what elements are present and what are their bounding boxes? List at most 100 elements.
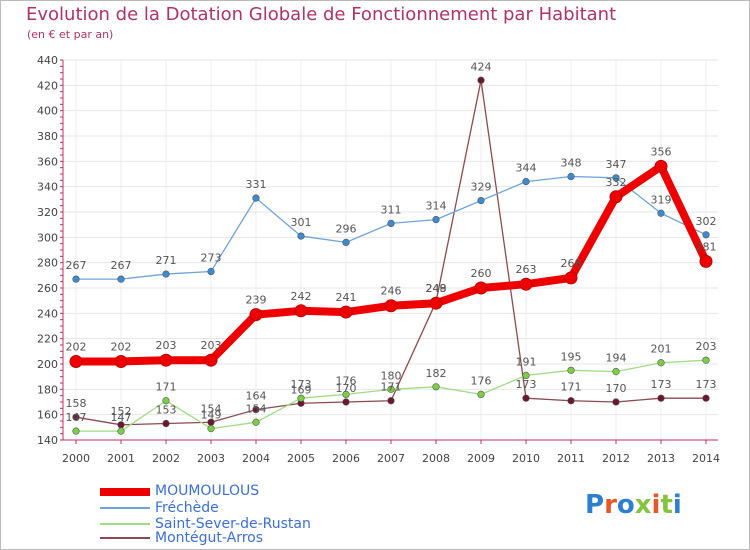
data-point xyxy=(474,281,488,295)
data-label: 329 xyxy=(471,181,492,194)
axes: 140 160 180 200 220 240 260 280 300 320 340 360 380 4… xyxy=(37,54,720,465)
data-label: 154 xyxy=(246,402,267,415)
legend-label-moumoulous: MOUMOULOUS xyxy=(155,483,260,499)
data-point xyxy=(612,174,620,182)
data-label: 173 xyxy=(651,378,672,391)
data-point xyxy=(477,390,485,399)
data-label: 173 xyxy=(291,378,312,391)
data-point xyxy=(162,397,170,405)
y-tick-label: 300 xyxy=(37,231,58,244)
data-point xyxy=(339,305,353,319)
data-point xyxy=(429,296,443,310)
data-point xyxy=(522,371,530,380)
data-label: 171 xyxy=(561,381,582,394)
data-label: 202 xyxy=(111,340,132,353)
legend-label-saint-sever: Saint-Sever-de-Rustan xyxy=(155,516,311,532)
data-point xyxy=(384,299,398,313)
x-tick-label: 2000 xyxy=(62,452,90,465)
data-label: 202 xyxy=(66,340,87,353)
data-point xyxy=(387,397,395,405)
data-label: 239 xyxy=(246,294,267,307)
data-label: 203 xyxy=(156,339,177,352)
data-label: 203 xyxy=(201,339,222,352)
data-label: 242 xyxy=(291,290,312,303)
data-point xyxy=(522,178,530,186)
data-point xyxy=(297,394,305,402)
data-label: 314 xyxy=(426,200,447,213)
series-lines xyxy=(69,76,713,435)
y-tick-label: 160 xyxy=(37,409,58,422)
data-point xyxy=(72,427,80,435)
legend-label-frechede: Fréchède xyxy=(155,500,219,516)
data-point xyxy=(609,190,623,204)
x-tick-label: 2002 xyxy=(152,452,180,465)
x-tick-label: 2008 xyxy=(422,452,450,465)
data-label: 171 xyxy=(381,381,402,394)
x-tick-label: 2001 xyxy=(107,452,135,465)
data-label: 173 xyxy=(516,378,537,391)
x-tick-label: 2006 xyxy=(332,452,360,465)
y-tick-label: 420 xyxy=(37,79,58,92)
data-label: 169 xyxy=(291,383,312,396)
x-tick-label: 2012 xyxy=(602,452,630,465)
data-label: 154 xyxy=(201,402,222,415)
data-point xyxy=(162,270,170,278)
legend-label-montegut: Montégut-Arros xyxy=(155,530,264,546)
x-tick-label: 2009 xyxy=(467,452,495,465)
data-point xyxy=(114,354,128,368)
data-label: 344 xyxy=(516,162,537,175)
data-label: 319 xyxy=(651,193,672,206)
data-label: 173 xyxy=(696,378,717,391)
y-tick-label: 260 xyxy=(37,282,58,295)
chart-subtitle: (en € et par an) xyxy=(27,28,114,41)
data-point xyxy=(612,398,620,406)
data-label: 263 xyxy=(516,263,537,276)
data-point xyxy=(564,271,578,285)
data-label: 332 xyxy=(606,176,627,189)
data-label: 180 xyxy=(381,369,402,382)
data-point xyxy=(117,427,125,435)
y-tick-label: 200 xyxy=(37,358,58,371)
data-label: 267 xyxy=(111,259,132,272)
data-point xyxy=(477,197,485,205)
data-point xyxy=(162,419,170,428)
data-point xyxy=(477,76,485,84)
data-label: 191 xyxy=(516,355,537,368)
y-tick-label: 340 xyxy=(37,181,58,194)
data-point xyxy=(159,353,173,367)
data-label: 271 xyxy=(156,254,177,267)
data-label: 260 xyxy=(471,267,492,280)
data-label: 164 xyxy=(246,390,267,403)
data-label: 149 xyxy=(201,409,222,422)
data-point xyxy=(249,308,263,322)
y-tick-label: 180 xyxy=(37,383,58,396)
x-tick-label: 2011 xyxy=(557,452,585,465)
data-label: 153 xyxy=(156,404,177,417)
data-point xyxy=(702,356,710,364)
y-tick-label: 280 xyxy=(37,257,58,270)
data-point xyxy=(702,394,710,402)
y-tick-label: 140 xyxy=(37,434,58,447)
data-label: 182 xyxy=(426,367,447,380)
data-label: 246 xyxy=(381,285,402,298)
data-label: 171 xyxy=(156,381,177,394)
data-label: 176 xyxy=(471,374,492,387)
data-point xyxy=(204,353,218,367)
data-point xyxy=(612,368,620,376)
data-point xyxy=(432,383,440,391)
data-label: 296 xyxy=(336,222,357,235)
data-point xyxy=(387,385,395,393)
data-label: 147 xyxy=(66,411,87,424)
x-tick-label: 2013 xyxy=(647,452,675,465)
data-point xyxy=(72,275,80,283)
data-point xyxy=(69,354,83,368)
data-label: 201 xyxy=(651,343,672,356)
data-label: 147 xyxy=(111,411,132,424)
data-label: 170 xyxy=(336,382,357,395)
x-tick-label: 2007 xyxy=(377,452,405,465)
data-point xyxy=(567,397,575,405)
data-label: 348 xyxy=(561,157,582,170)
data-point xyxy=(567,172,575,181)
